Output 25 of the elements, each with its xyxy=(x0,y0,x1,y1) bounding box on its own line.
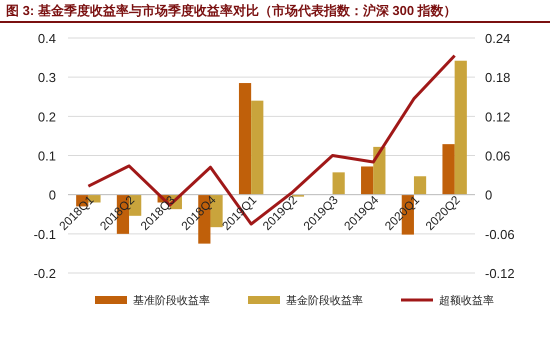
y2-tick-label: 0 xyxy=(485,188,492,203)
bar xyxy=(361,166,374,195)
bar xyxy=(454,60,467,195)
y-tick-label: 0 xyxy=(48,188,56,203)
y2-tick-label: 0.18 xyxy=(485,70,510,86)
y2-tick-label: 0.24 xyxy=(485,31,510,46)
chart-title: 图 3: 基金季度收益率与市场季度收益率对比（市场代表指数：沪深 300 指数） xyxy=(6,3,457,18)
y2-tick-label: 0.06 xyxy=(485,148,510,164)
legend-label: 超额收益率 xyxy=(439,294,494,307)
bar xyxy=(251,100,264,195)
bar xyxy=(238,83,252,195)
bar xyxy=(442,144,455,195)
legend-label: 基准阶段收益率 xyxy=(133,294,210,307)
y-tick-label: 0.3 xyxy=(38,70,56,86)
y2-tick-label: -0.12 xyxy=(485,266,515,281)
y2-tick-label: -0.06 xyxy=(485,226,515,242)
bar xyxy=(414,176,426,195)
y-tick-label: 0.2 xyxy=(38,109,56,124)
y-tick-label: 0.1 xyxy=(38,148,56,164)
y-tick-label: -0.1 xyxy=(34,226,56,242)
y-tick-label: 0.4 xyxy=(38,31,56,46)
y-tick-label: -0.2 xyxy=(34,266,56,281)
legend-label: 基金阶段收益率 xyxy=(286,294,363,307)
y2-tick-label: 0.12 xyxy=(485,109,510,124)
bar xyxy=(332,172,345,195)
